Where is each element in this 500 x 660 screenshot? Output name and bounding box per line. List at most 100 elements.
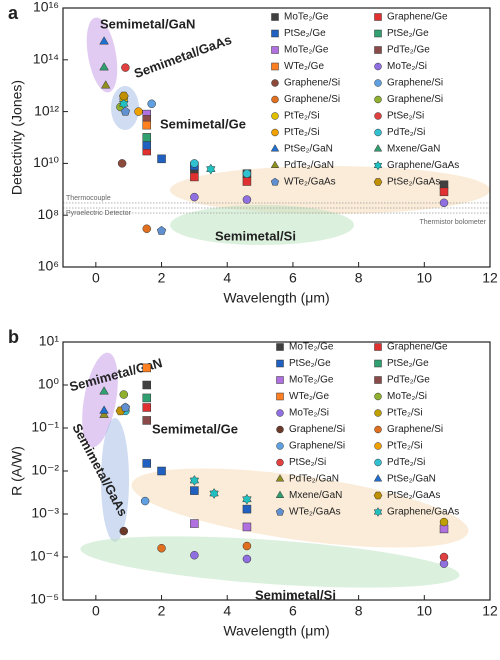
x-tick-label: 10	[417, 270, 433, 286]
data-point	[99, 386, 109, 395]
data-point	[117, 159, 127, 168]
region	[131, 468, 469, 548]
y-tick-label: 10⁻²	[31, 462, 59, 478]
data-point	[142, 120, 152, 130]
data-point	[190, 192, 199, 202]
data-point	[100, 80, 111, 89]
region-label: Pyroelectric Detector	[66, 210, 132, 217]
data-point	[190, 159, 199, 168]
region-label: Semimetal/Si	[255, 587, 336, 602]
legend-label: PdTe₂/Si	[387, 457, 425, 468]
legend-label: Graphene/Si	[284, 78, 340, 89]
legend-marker	[270, 160, 280, 168]
data-point	[439, 187, 449, 197]
legend-label: Graphene/Si	[387, 94, 443, 105]
region	[86, 17, 118, 93]
legend-marker	[374, 95, 382, 104]
data-point	[120, 402, 131, 412]
y-tick-label: 10¹²	[34, 102, 59, 118]
region-label: Semimetal/Si	[215, 228, 296, 243]
legend-marker	[374, 359, 382, 368]
legend-marker	[275, 474, 285, 482]
legend-label: PtTe₂/Si	[387, 441, 423, 452]
region	[170, 205, 354, 245]
legend-marker	[271, 46, 279, 54]
legend-label: Mxene/GaN	[387, 144, 440, 155]
data-point	[134, 107, 143, 116]
x-tick-label: 2	[158, 603, 166, 619]
legend-label: Graphene/Si	[289, 424, 345, 435]
legend-label: PtSe₂/Ge	[387, 28, 429, 39]
y-tick-label: 10⁶	[38, 258, 59, 274]
legend-label: MoTe₂/Ge	[289, 375, 334, 386]
legend-marker	[275, 507, 285, 516]
legend-marker	[276, 376, 284, 384]
legend-label: Graphene/Si	[387, 424, 443, 435]
legend-label: PtTe₂/Si	[284, 111, 320, 122]
legend-marker	[374, 392, 382, 401]
y-tick-label: 10⁻³	[31, 505, 59, 521]
data-point	[242, 195, 252, 204]
legend-label: PdTe₂/GaN	[289, 474, 339, 485]
legend-marker	[374, 425, 382, 434]
legend-marker	[276, 392, 284, 401]
data-point	[118, 91, 129, 101]
data-point	[439, 198, 449, 208]
legend-marker	[276, 458, 284, 467]
y-tick-label: 10¹⁴	[33, 51, 59, 67]
panel: a 0 2 4 6 8 10 12 10⁶ 10⁸ 10¹⁰ 10¹² 10¹⁴ 10¹⁶ Waveleng…	[8, 0, 498, 306]
legend-label: PtSe₂/GaAs	[387, 490, 440, 501]
x-tick-label: 10	[417, 603, 433, 619]
plot-frame	[62, 7, 491, 268]
x-axis-title: Wavelength (μm)	[223, 623, 329, 639]
data-point	[439, 552, 449, 562]
data-point	[142, 380, 152, 390]
data-point	[142, 403, 152, 412]
legend-marker	[374, 112, 382, 120]
region	[80, 536, 460, 588]
legend-label: PtSe₂/Ge	[387, 358, 429, 369]
data-point	[439, 180, 449, 189]
region-label: Semimetal/Ge	[160, 116, 246, 131]
y-tick-label: 10⁻⁴	[30, 548, 59, 564]
data-point	[142, 459, 152, 468]
legend-label: WTe₂/Ge	[284, 61, 324, 72]
legend-marker	[374, 343, 382, 351]
data-point	[190, 519, 199, 528]
panel-label: b	[8, 327, 19, 347]
legend-label: PtSe₂/Ge	[284, 28, 326, 39]
legend-label: PtSe₂/Si	[289, 457, 326, 468]
x-tick-label: 12	[482, 603, 498, 619]
data-point	[157, 154, 166, 164]
y-tick-label: 10¹	[39, 333, 60, 349]
x-tick-label: 0	[92, 270, 100, 286]
region-label: Semimetal/GaN	[100, 16, 195, 31]
legend-marker	[374, 409, 382, 417]
region-label: Thermocouple	[66, 195, 111, 202]
legend-label: Graphene/GaAs	[387, 507, 459, 518]
data-point	[189, 475, 200, 486]
data-point	[142, 416, 152, 425]
data-point	[142, 363, 152, 373]
data-point	[242, 177, 252, 186]
region-label: Semimetal/GaAs	[132, 32, 234, 81]
legend-label: PtTe₂/Si	[284, 127, 320, 138]
x-axis-title: Wavelength (μm)	[223, 290, 329, 306]
legend-label: PtSe₂/Si	[387, 111, 424, 122]
legend-marker	[373, 507, 383, 517]
legend-label: PdTe₂/Si	[387, 127, 425, 138]
x-tick-label: 6	[289, 603, 297, 619]
legend-marker	[271, 112, 279, 120]
data-point	[120, 106, 131, 116]
legend-marker	[271, 95, 279, 104]
y-tick-label: 10⁻⁵	[30, 591, 59, 607]
data-point	[157, 466, 166, 476]
data-point	[99, 36, 109, 45]
y-tick-label: 10¹⁶	[33, 0, 59, 15]
region	[82, 352, 118, 448]
x-tick-label: 8	[355, 270, 363, 286]
data-point	[140, 496, 150, 506]
legend-marker	[271, 128, 279, 137]
data-point	[156, 225, 167, 235]
legend-marker	[374, 458, 382, 467]
